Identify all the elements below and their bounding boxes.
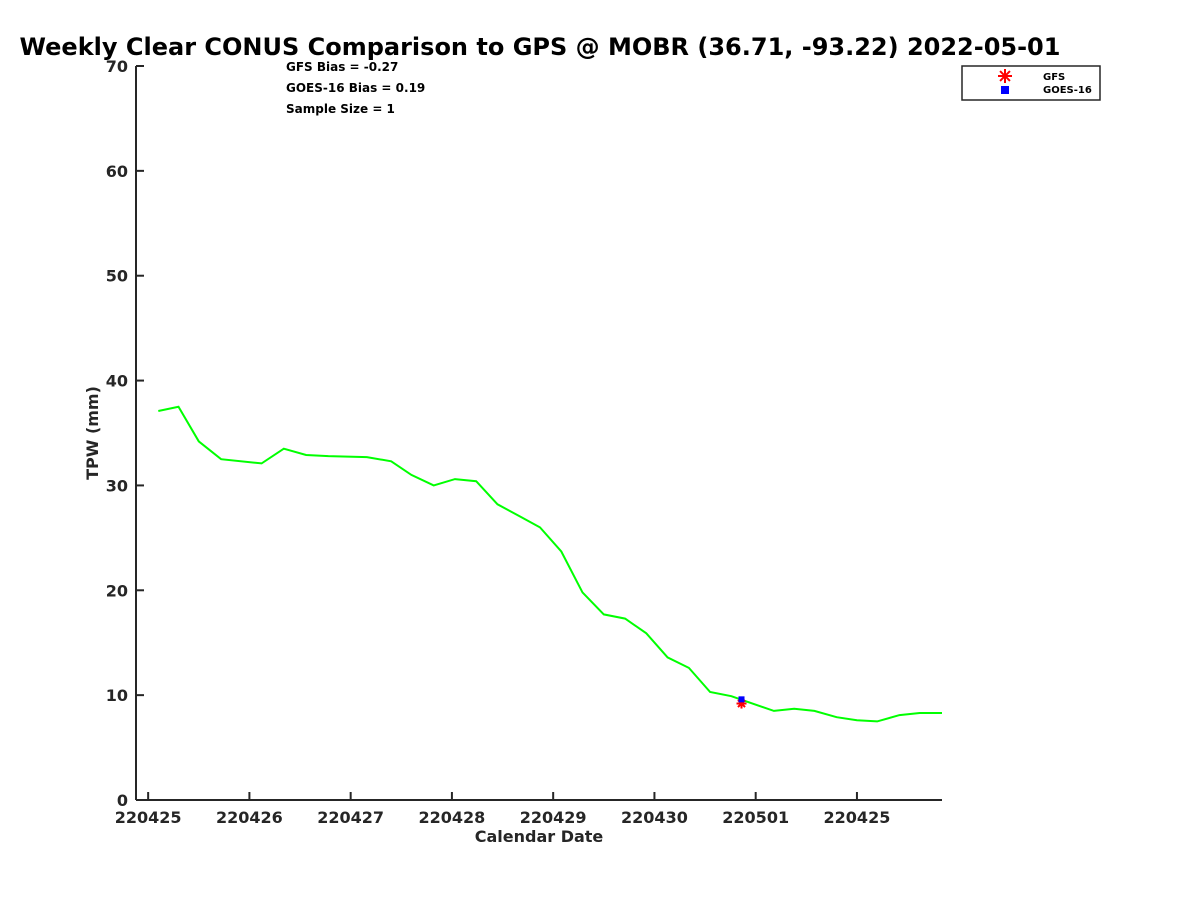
axes [135, 66, 942, 801]
y-tick-label: 30 [106, 476, 128, 495]
x-tick-label: 220430 [621, 808, 688, 827]
legend-goes16-square [1001, 86, 1009, 94]
x-tick-label: 220429 [520, 808, 587, 827]
x-axis-label: Calendar Date [475, 827, 604, 846]
legend-goes16-label: GOES-16 [1043, 85, 1092, 96]
legend: GFS GOES-16 [961, 65, 1101, 101]
legend-gfs-marker [998, 69, 1012, 83]
x-tick-label: 220427 [317, 808, 384, 827]
sample-size-annotation: Sample Size = 1 [286, 102, 395, 116]
chart-title: Weekly Clear CONUS Comparison to GPS @ M… [20, 33, 1061, 61]
y-tick-label: 70 [106, 57, 128, 76]
goes16-point [738, 696, 745, 703]
y-tick-label: 20 [106, 581, 128, 600]
legend-box [961, 65, 1101, 101]
x-tick-label: 220428 [419, 808, 486, 827]
gfs-bias-annotation: GFS Bias = -0.27 [286, 60, 398, 74]
y-ticks: 0 10 20 30 40 50 60 70 [106, 57, 144, 810]
goes-bias-annotation: GOES-16 Bias = 0.19 [286, 81, 425, 95]
x-tick-label: 220426 [216, 808, 283, 827]
y-tick-label: 40 [106, 372, 128, 391]
x-tick-label: 220501 [722, 808, 789, 827]
y-tick-label: 10 [106, 686, 128, 705]
legend-gfs-asterisk [998, 69, 1012, 83]
y-tick-label: 0 [117, 791, 128, 810]
y-tick-label: 50 [106, 267, 128, 286]
plot-series [158, 405, 942, 723]
legend-goes16-marker [1001, 86, 1009, 94]
gps-tpw-line [158, 405, 942, 723]
x-tick-label: 220425 [824, 808, 891, 827]
legend-gfs-label: GFS [1043, 72, 1065, 83]
x-tick-label: 220425 [115, 808, 182, 827]
bias-annotations: GFS Bias = -0.27 GOES-16 Bias = 0.19 Sam… [286, 60, 425, 116]
y-axis-label: TPW (mm) [83, 386, 102, 480]
asterisk-stroke [999, 70, 1011, 82]
x-ticks: 220425 220426 220427 220428 220429 220430 2205… [115, 792, 891, 827]
y-tick-label: 60 [106, 162, 128, 181]
